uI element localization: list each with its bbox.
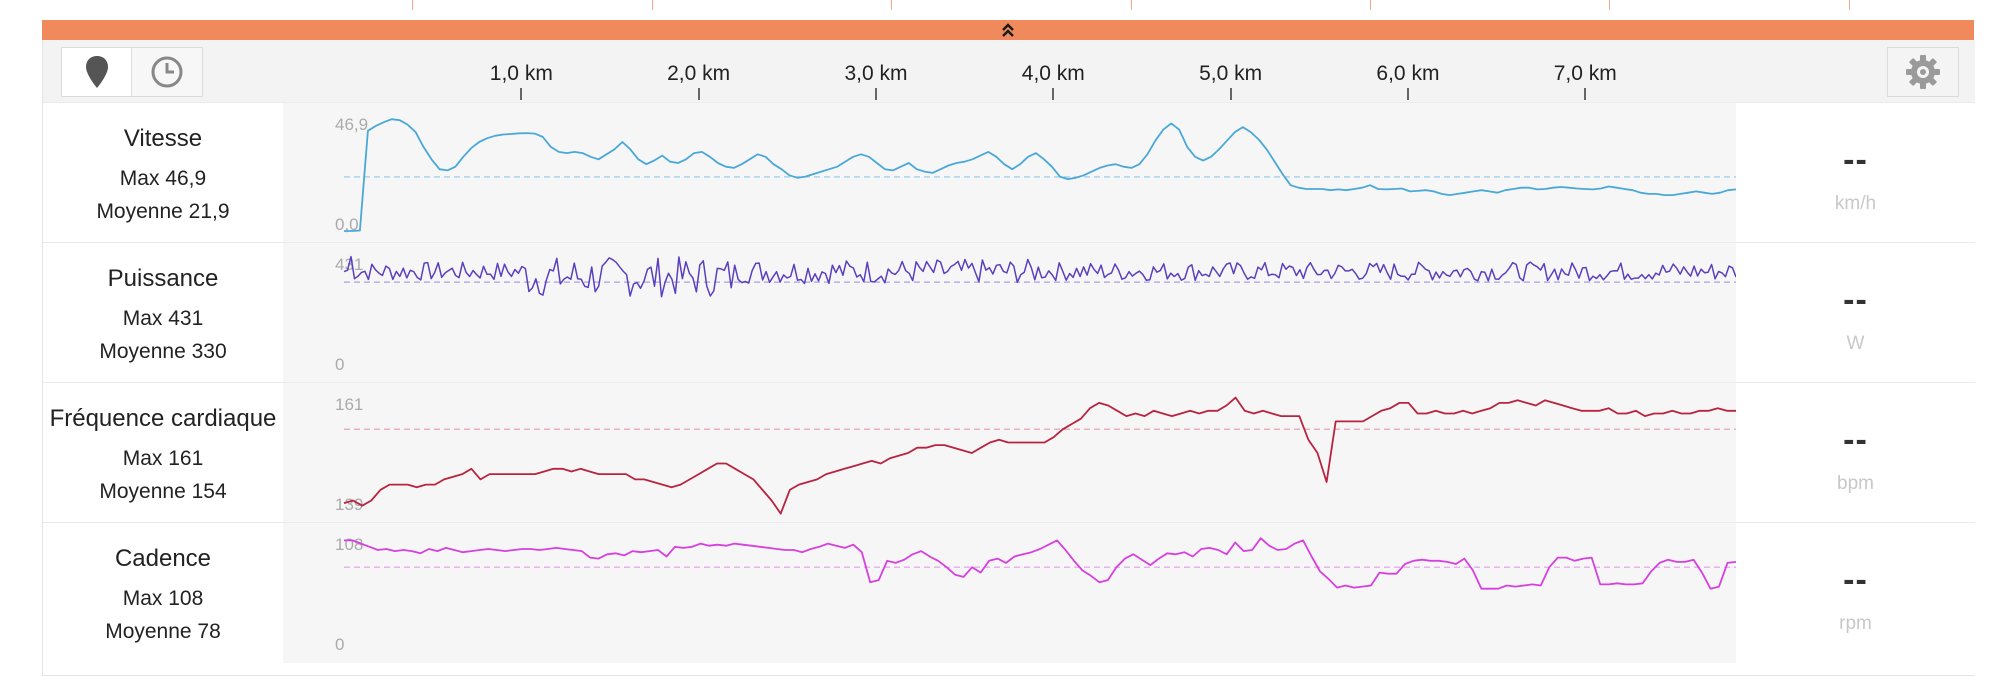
current-value: -- <box>1843 281 1868 319</box>
metric-max: Max 161 <box>122 447 204 470</box>
axis-tick-mark <box>520 88 523 100</box>
metric-max: Max 108 <box>122 587 204 610</box>
y-min-label: 139 <box>335 495 364 514</box>
metric-summary: Cadence Max 108 Moyenne 78 <box>43 523 283 663</box>
series-line <box>344 118 1736 232</box>
overview-tick <box>651 0 653 10</box>
metric-name: Fréquence cardiaque <box>49 405 277 432</box>
overview-tick <box>1848 0 1850 10</box>
overview-tick <box>891 0 893 10</box>
metric-unit: W <box>1846 333 1865 354</box>
axis-tick-label: 5,0 km <box>1199 62 1263 85</box>
axis-tick-mark <box>697 88 700 100</box>
current-value: -- <box>1843 421 1868 459</box>
y-min-label: 0 <box>335 635 345 654</box>
metric-plot[interactable]: 46,9 0,0 <box>283 103 1736 243</box>
overview-tick <box>1609 0 1611 10</box>
series-line <box>343 396 1736 515</box>
gear-icon <box>1906 55 1940 89</box>
axis-tick-mark <box>1584 88 1587 100</box>
y-max-label: 108 <box>335 535 364 554</box>
metric-chart <box>343 396 1736 515</box>
metric-row: Puissance Max 431 Moyenne 330 431 0 -- W <box>43 242 1975 383</box>
metric-row: Cadence Max 108 Moyenne 78 108 0 -- rpm <box>43 522 1975 663</box>
y-min-label: 0,0 <box>335 215 359 234</box>
metric-chart <box>343 255 1736 298</box>
double-chevron-up-icon <box>1002 23 1014 37</box>
axis-tick-mark <box>1052 88 1055 100</box>
activity-charts-panel: 1,0 km 2,0 km 3,0 km 4,0 km 5,0 km 6,0 km 7,0 … <box>42 40 1975 676</box>
series-line <box>344 537 1736 590</box>
map-pin-icon <box>86 56 108 88</box>
metric-plot[interactable]: 161 139 <box>283 383 1736 523</box>
chart-toolbar: 1,0 km 2,0 km 3,0 km 4,0 km 5,0 km 6,0 km 7,0 … <box>43 40 1975 102</box>
distance-mode-button[interactable] <box>61 47 133 97</box>
settings-button[interactable] <box>1887 47 1959 97</box>
metric-current-value: -- W <box>1736 243 1975 383</box>
metric-current-value: -- km/h <box>1736 103 1975 243</box>
metric-name: Vitesse <box>123 125 203 152</box>
axis-tick-label: 6,0 km <box>1376 62 1440 85</box>
y-max-label: 161 <box>335 395 364 414</box>
overview-tick <box>1130 0 1132 10</box>
series-line <box>343 255 1736 298</box>
y-min-label: 0 <box>335 355 345 374</box>
time-mode-button[interactable] <box>131 47 203 97</box>
distance-axis: 1,0 km 2,0 km 3,0 km 4,0 km 5,0 km 6,0 km 7,0 … <box>344 40 1736 102</box>
current-value: -- <box>1843 141 1868 179</box>
metric-row: Fréquence cardiaque Max 161 Moyenne 154 … <box>43 382 1975 523</box>
clock-icon <box>151 56 183 88</box>
metric-chart <box>344 537 1736 590</box>
metric-average: Moyenne 330 <box>99 340 227 363</box>
metric-row: Vitesse Max 46,9 Moyenne 21,9 46,9 0,0 -… <box>43 102 1975 243</box>
metric-summary: Fréquence cardiaque Max 161 Moyenne 154 <box>43 383 283 523</box>
axis-tick-label: 2,0 km <box>667 62 731 85</box>
y-max-label: 46,9 <box>335 115 369 134</box>
metric-plot[interactable]: 431 0 <box>283 243 1736 383</box>
axis-tick-label: 3,0 km <box>844 62 908 85</box>
axis-tick-label: 4,0 km <box>1021 62 1085 85</box>
axis-tick-label: 1,0 km <box>489 62 553 85</box>
metric-name: Puissance <box>107 265 219 292</box>
collapse-bar[interactable] <box>42 20 1974 40</box>
metric-plot[interactable]: 108 0 <box>283 523 1736 663</box>
overview-tick <box>412 0 414 10</box>
axis-tick-mark <box>1229 88 1232 100</box>
axis-tick-mark <box>1406 88 1409 100</box>
metric-average: Moyenne 78 <box>105 620 221 643</box>
overview-tick <box>1369 0 1371 10</box>
metric-summary: Vitesse Max 46,9 Moyenne 21,9 <box>43 103 283 243</box>
metric-current-value: -- rpm <box>1736 523 1975 663</box>
metric-name: Cadence <box>114 545 212 572</box>
current-value: -- <box>1843 561 1868 599</box>
axis-tick-label: 7,0 km <box>1553 62 1617 85</box>
metric-average: Moyenne 21,9 <box>96 200 230 223</box>
axis-tick-mark <box>874 88 877 100</box>
metric-max: Max 431 <box>122 307 204 330</box>
metric-unit: rpm <box>1839 613 1872 634</box>
metric-chart <box>344 118 1736 232</box>
metric-unit: bpm <box>1837 473 1874 494</box>
metric-current-value: -- bpm <box>1736 383 1975 523</box>
metric-summary: Puissance Max 431 Moyenne 330 <box>43 243 283 383</box>
metric-max: Max 46,9 <box>119 167 207 190</box>
metric-unit: km/h <box>1834 193 1877 214</box>
top-overview-strip <box>0 0 1994 18</box>
metric-average: Moyenne 154 <box>99 480 227 503</box>
